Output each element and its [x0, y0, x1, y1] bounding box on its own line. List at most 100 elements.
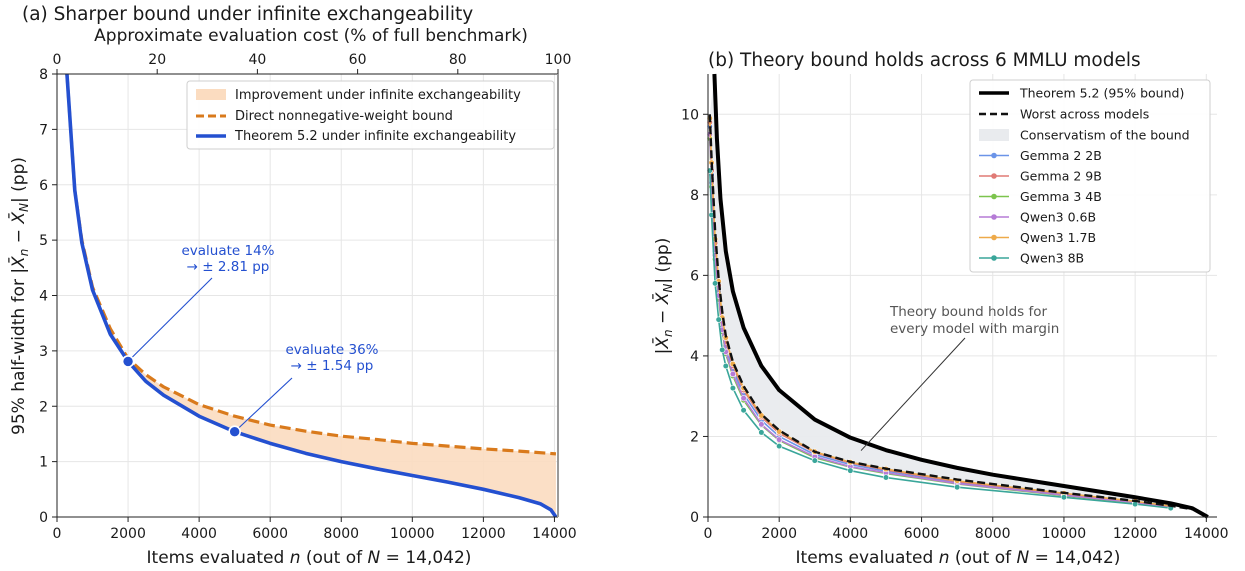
model-point [954, 484, 961, 491]
y-tick-label: 2 [39, 399, 48, 415]
bound-line [712, 73, 1209, 519]
panel-b-title: (b) Theory bound holds across 6 MMLU mod… [708, 50, 1141, 71]
model-point [712, 280, 719, 287]
y-tick-label: 2 [690, 429, 699, 445]
panel-a-improvement-area [66, 74, 556, 517]
legend-label: Theorem 5.2 (95% bound) [1019, 86, 1184, 101]
top-tick-label: 40 [248, 52, 266, 68]
model-point [776, 436, 783, 443]
legend-swatch-marker [991, 193, 997, 200]
annotation-leader [860, 337, 966, 451]
improvement-area [66, 74, 556, 517]
panel-a-axes: 0 2000 4000 6000 8000 10000 12000 14000 0 1 2 3 4 5 6 7… [39, 52, 577, 542]
legend-label: Gemma 2 9B [1020, 169, 1102, 184]
model-point [729, 370, 737, 378]
y-tick-label: 6 [690, 268, 699, 284]
model-point [811, 457, 818, 464]
legend-swatch-conservatism [979, 129, 1009, 141]
model-point [715, 316, 722, 323]
y-tick-label: 10 [681, 107, 699, 123]
legend-swatch-improvement [196, 89, 226, 100]
annotation-leader [234, 377, 293, 433]
top-tick-label: 0 [53, 52, 62, 68]
legend-swatch-marker [991, 152, 997, 159]
legend-box [969, 79, 1211, 273]
x-tick-label: 0 [704, 526, 713, 542]
legend-label: Improvement under infinite exchangeabili… [235, 88, 521, 103]
legend-label: Qwen3 1.7B [1020, 230, 1096, 245]
y-tick-label: 7 [39, 122, 48, 138]
legend-label: Theorem 5.2 under infinite exchangeabili… [234, 129, 516, 144]
legend-swatch-marker [991, 234, 997, 241]
x-tick-label: 10000 [1042, 526, 1087, 542]
model-point [740, 407, 747, 414]
legend-label: Gemma 3 4B [1020, 189, 1102, 204]
model-point [722, 362, 729, 370]
x-tick-label: 4000 [181, 526, 217, 542]
top-tick-label: 100 [545, 52, 572, 68]
y-tick-label: 5 [39, 233, 48, 249]
model-point [1060, 494, 1068, 501]
y-tick-label: 6 [39, 178, 48, 194]
panel-a-annotations: evaluate 14%→ ± 2.81 pp evaluate 36%→ ± 1… [121, 243, 379, 439]
panel-a-legend: Improvement under infinite exchangeabili… [186, 80, 555, 150]
legend-swatch-marker [991, 173, 997, 179]
y-tick-label: 0 [39, 510, 48, 526]
y-tick-label: 3 [39, 344, 48, 360]
legend-swatch-marker [991, 214, 997, 220]
legend-label: Gemma 2 2B [1020, 148, 1102, 163]
y-tick-label: 4 [690, 349, 699, 365]
panel-a-title: (a) Sharper bound under infinite exchang… [22, 4, 473, 25]
model-point [776, 443, 783, 450]
x-tick-label: 10000 [390, 526, 435, 542]
x-tick-label: 2000 [110, 526, 146, 542]
x-tick-label: 6000 [904, 526, 940, 542]
panel-a-series [65, 73, 558, 519]
panel-b-x-axis-label: Items evaluated n (out of N = 14,042) [796, 548, 1121, 568]
top-tick-label: 80 [449, 52, 467, 68]
annotation-text: evaluate 36% [285, 342, 378, 358]
panel-b-axes: 0 2000 4000 6000 8000 10000 12000 14000 0 2 4 6 8 10 [681, 74, 1229, 542]
panel-a-top-x-axis-label: Approximate evaluation cost (% of full b… [94, 26, 528, 46]
legend-label: Conservatism of the bound [1020, 128, 1190, 143]
x-tick-label: 12000 [461, 526, 506, 542]
model-point [847, 467, 854, 474]
top-tick-label: 20 [148, 52, 166, 68]
panel-a-x-axis-label: Items evaluated n (out of N = 14,042) [147, 548, 472, 568]
annotation-leader [127, 277, 213, 362]
x-tick-label: 0 [53, 526, 62, 542]
y-tick-label: 0 [690, 510, 699, 526]
annotation-text: evaluate 14% [181, 243, 274, 259]
annotation-text: every model with margin [890, 321, 1059, 337]
x-tick-label: 14000 [532, 526, 577, 542]
legend-label: Qwen3 0.6B [1020, 210, 1096, 225]
x-tick-label: 14000 [1184, 526, 1229, 542]
panel-a: evaluate 14%→ ± 2.81 pp evaluate 36%→ ± 1… [7, 4, 577, 568]
legend-label: Worst across models [1020, 107, 1149, 122]
model-point [758, 421, 765, 428]
panel-b-legend: Theorem 5.2 (95% bound) Worst across mode… [969, 79, 1211, 273]
y-tick-label: 4 [39, 289, 48, 305]
evaluate-marker [228, 425, 241, 439]
panel-b-y-axis-label: |X̄n − X̄N| (pp) [651, 238, 675, 355]
y-tick-label: 1 [39, 455, 48, 471]
x-tick-label: 8000 [975, 526, 1011, 542]
model-point [719, 346, 726, 353]
legend-label: Qwen3 8B [1020, 251, 1084, 266]
annotation-text: Theory bound holds for [889, 304, 1047, 320]
legend-swatch-marker [991, 255, 997, 261]
y-tick-label: 8 [690, 188, 699, 204]
evaluate-marker [121, 355, 135, 368]
model-point [758, 429, 765, 436]
annotation-text: → ± 2.81 pp [187, 259, 270, 275]
theorem-line [65, 73, 558, 519]
annotation-text: → ± 1.54 pp [291, 358, 374, 374]
x-tick-label: 2000 [761, 526, 797, 542]
legend-label: Direct nonnegative-weight bound [235, 109, 453, 124]
top-tick-label: 60 [349, 52, 367, 68]
model-point [882, 474, 890, 481]
y-tick-label: 8 [39, 67, 48, 83]
